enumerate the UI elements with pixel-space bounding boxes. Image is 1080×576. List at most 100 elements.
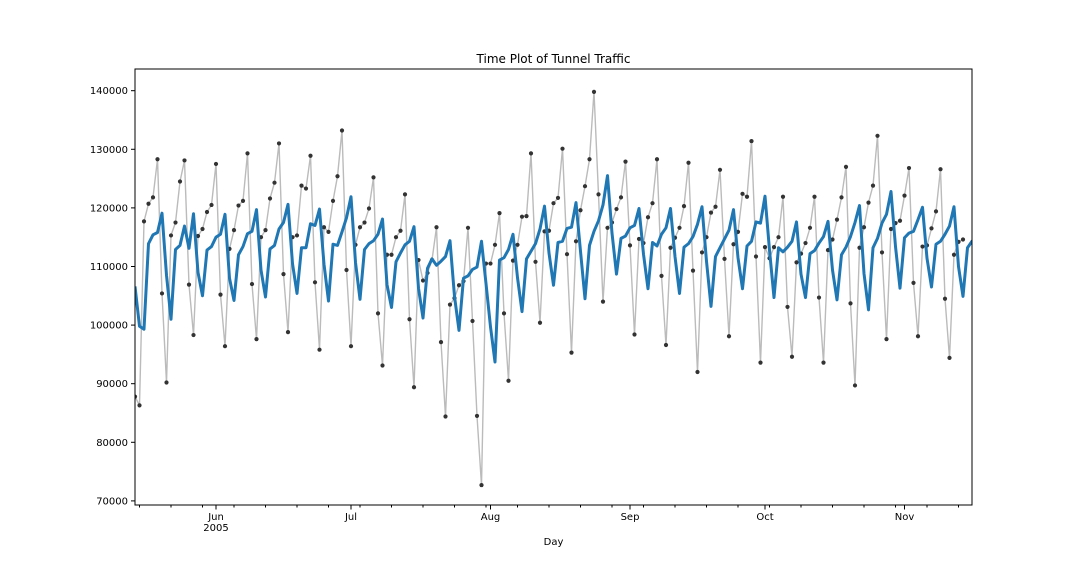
observed-point bbox=[843, 164, 849, 169]
observed-point bbox=[911, 280, 916, 285]
observed-point bbox=[155, 157, 160, 162]
observed-point bbox=[447, 302, 453, 307]
observed-point bbox=[492, 242, 498, 247]
y-tick-label: 120000 bbox=[90, 203, 128, 214]
y-tick-label: 100000 bbox=[90, 321, 128, 332]
observed-point bbox=[861, 225, 867, 230]
observed-point bbox=[200, 226, 205, 232]
observed-point bbox=[879, 250, 885, 255]
observed-point bbox=[933, 209, 939, 214]
x-tick-label: Oct bbox=[756, 512, 773, 523]
observed-point bbox=[402, 192, 408, 197]
observed-point bbox=[920, 244, 925, 249]
observed-point bbox=[870, 183, 876, 188]
observed-point bbox=[137, 403, 142, 408]
y-tick-label: 110000 bbox=[90, 262, 128, 273]
observed-point bbox=[254, 337, 259, 342]
observed-point bbox=[533, 259, 538, 264]
observed-point bbox=[135, 394, 138, 399]
observed-point bbox=[321, 225, 327, 230]
observed-point bbox=[555, 195, 561, 201]
x-tick-label: Aug bbox=[481, 512, 501, 523]
observed-point bbox=[897, 218, 903, 223]
observed-point bbox=[852, 383, 858, 388]
observed-point bbox=[866, 200, 871, 205]
observed-point bbox=[785, 304, 790, 310]
x-tick-label: Nov bbox=[895, 512, 915, 523]
observed-point bbox=[164, 380, 169, 385]
observed-point bbox=[380, 363, 385, 368]
observed-point bbox=[276, 141, 282, 146]
observed-point bbox=[902, 193, 907, 198]
observed-point bbox=[690, 268, 696, 273]
observed-point bbox=[420, 278, 426, 283]
observed-point bbox=[951, 252, 957, 257]
observed-point bbox=[600, 299, 606, 304]
observed-point bbox=[632, 332, 637, 337]
observed-point bbox=[812, 194, 817, 199]
observed-point bbox=[456, 283, 462, 288]
observed-point bbox=[312, 280, 318, 285]
observed-point bbox=[344, 267, 349, 273]
observed-point bbox=[668, 245, 673, 250]
observed-point bbox=[330, 198, 336, 203]
observed-point bbox=[398, 228, 403, 233]
observed-point bbox=[285, 330, 291, 335]
observed-point bbox=[708, 210, 714, 215]
observed-point bbox=[591, 89, 597, 94]
observed-point bbox=[177, 179, 183, 184]
observed-point bbox=[744, 194, 750, 199]
observed-point bbox=[740, 191, 745, 196]
observed-point bbox=[393, 235, 399, 240]
observed-point bbox=[218, 292, 223, 297]
observed-point bbox=[875, 133, 880, 138]
fitted-series bbox=[135, 174, 972, 364]
observed-point bbox=[465, 225, 471, 230]
observed-point bbox=[236, 203, 241, 208]
chart-title: Time Plot of Tunnel Traffic bbox=[476, 52, 631, 66]
observed-point bbox=[141, 219, 147, 224]
y-tick-label: 90000 bbox=[96, 379, 128, 390]
observed-point bbox=[713, 204, 718, 209]
observed-point bbox=[339, 128, 345, 133]
observed-point bbox=[677, 225, 682, 230]
observed-point bbox=[848, 301, 853, 306]
observed-point bbox=[753, 254, 759, 259]
observed-point bbox=[560, 146, 565, 151]
observed-point bbox=[596, 192, 601, 197]
y-axis: 70000 80000 90000 100000 110000 120000 130000 1… bbox=[90, 86, 135, 507]
plot-frame bbox=[134, 68, 973, 506]
observed-point bbox=[159, 291, 165, 296]
observed-point bbox=[474, 413, 480, 419]
observed-point bbox=[407, 317, 412, 322]
observed-point bbox=[308, 153, 313, 158]
observed-point bbox=[249, 281, 255, 287]
observed-point bbox=[375, 311, 381, 316]
observed-point bbox=[803, 240, 808, 246]
observed-point bbox=[317, 347, 322, 352]
observed-point bbox=[780, 194, 786, 199]
observed-point bbox=[537, 320, 543, 325]
observed-point bbox=[204, 209, 210, 215]
observed-point bbox=[150, 195, 156, 200]
observed-point bbox=[479, 482, 484, 488]
observed-point bbox=[146, 201, 151, 206]
observed-point bbox=[627, 243, 633, 248]
x-tick-sublabel: 2005 bbox=[203, 523, 228, 534]
observed-point bbox=[816, 295, 822, 300]
observed-point bbox=[623, 159, 628, 164]
observed-point bbox=[888, 226, 894, 232]
observed-point bbox=[267, 196, 273, 201]
y-tick-label: 140000 bbox=[90, 86, 128, 97]
observed-point bbox=[758, 360, 763, 365]
observed-point bbox=[519, 214, 525, 219]
observed-point bbox=[650, 201, 655, 206]
observed-point bbox=[699, 250, 705, 255]
observed-point bbox=[618, 195, 624, 200]
observed-point bbox=[326, 229, 331, 235]
observed-point bbox=[582, 184, 588, 189]
observed-point bbox=[506, 378, 511, 383]
observed-point bbox=[794, 260, 799, 265]
x-tick-label: Jul bbox=[344, 512, 357, 523]
